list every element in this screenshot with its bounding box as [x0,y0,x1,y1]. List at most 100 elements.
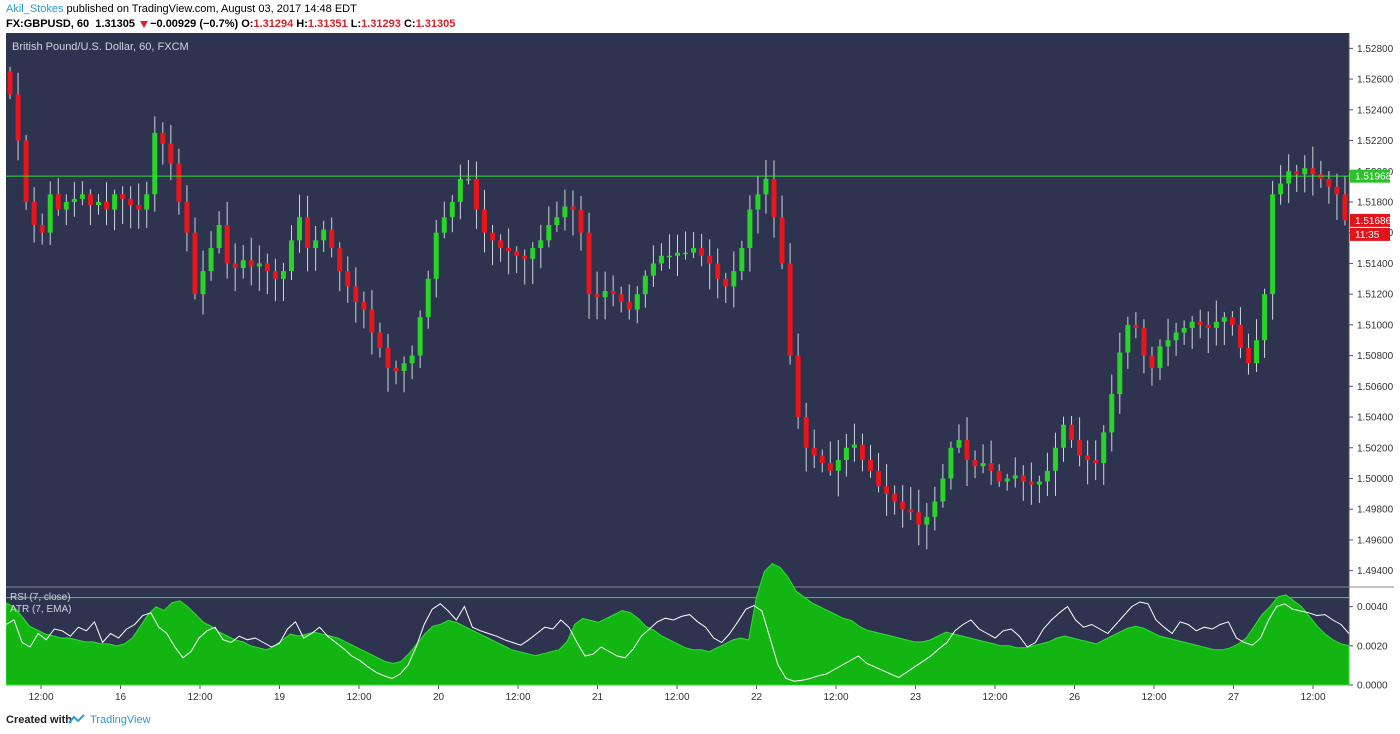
candle-body [136,205,142,210]
low-value: 1.31293 [361,18,401,30]
candle-body [144,194,150,210]
open-value: 1.31294 [253,18,294,30]
time-tick-label: 12:00 [664,692,689,703]
author-link[interactable]: Akil_Stokes [6,3,64,15]
candle-body [1342,194,1348,221]
candle-body [980,463,986,467]
candle-body [1069,424,1075,441]
candle-body [530,248,536,259]
price-tick-label: 1.52400 [1357,105,1394,116]
candle-body [329,229,335,249]
indicator-tick-label: 0.0020 [1357,641,1388,652]
candle-body [31,201,37,226]
candle-body [345,271,351,287]
time-tick-label: 12:00 [505,692,530,703]
candle-body [707,255,713,264]
candle-body [1085,455,1091,461]
price-tick-label: 1.49400 [1357,566,1394,577]
candle-body [739,248,745,272]
candle-body [490,232,496,241]
price-tick-label: 1.51400 [1357,259,1394,270]
candle-body [465,178,471,181]
candle-body [1278,183,1284,195]
candle-body [699,248,705,256]
candle-body [666,255,672,258]
candle-body [160,132,166,144]
candle-body [1149,355,1155,368]
candle-body [618,294,624,302]
low-label: L: [350,18,362,30]
time-tick-label: 19 [274,692,286,703]
price-tick-label: 1.50400 [1357,413,1394,424]
time-tick-label: 12:00 [823,692,848,703]
price-tag-label: 1.51968 [1355,172,1392,183]
price-tick-label: 1.52800 [1357,44,1394,55]
tradingview-brand[interactable]: TradingView [90,714,151,726]
candle-body [554,217,560,226]
candle-body [884,486,890,494]
candle-body [361,301,367,310]
close-value: 1.31305 [415,18,456,30]
candle-body [1205,324,1211,328]
candle-body [715,263,721,279]
price-tick-label: 1.52200 [1357,136,1394,147]
candle-body [578,209,584,233]
candle-body [192,232,198,295]
price-tick-label: 1.50000 [1357,474,1394,485]
candle-body [1109,393,1115,433]
chart-header: Akil_Stokes published on TradingView.com… [0,0,1400,33]
candle-body [441,217,447,233]
indicator-tick-label: 0.0000 [1357,681,1388,692]
price-tick-label: 1.51200 [1357,290,1394,301]
candle-body [184,201,190,233]
candle-body [1020,475,1026,482]
candle-body [425,278,431,318]
candle-body [1165,340,1171,347]
candle-body [1310,168,1316,175]
candle-body [1044,470,1050,482]
price-tick-label: 1.50800 [1357,351,1394,362]
candle-body [964,440,970,461]
candle-body [683,252,689,255]
chart-svg[interactable]: 1.528001.526001.524001.522001.520001.518… [5,33,1394,705]
candle-body [538,240,544,249]
candle-body [208,248,214,272]
candle-body [771,178,777,218]
candle-body [1141,327,1147,356]
candle-body [377,332,383,348]
time-tick-label: 12:00 [1141,692,1166,703]
candle-body [859,444,865,461]
chart-area[interactable]: 1.528001.526001.524001.522001.520001.518… [5,33,1394,705]
rsi-legend: RSI (7, close) [10,592,71,603]
time-tick-label: 27 [1228,692,1240,703]
candle-body [642,275,648,295]
candle-body [675,252,680,256]
price-tick-label: 1.52600 [1357,75,1394,86]
candle-body [908,509,914,513]
price-axis-background [1349,33,1394,705]
candle-body [900,501,906,510]
created-with-text: Created with [6,714,73,726]
time-tick-label: 22 [751,692,763,703]
price-tag-label: 11:35 [1355,230,1380,241]
candle-body [787,263,793,356]
candle-body [811,447,817,456]
candle-body [1061,424,1067,448]
candle-body [457,178,463,202]
candle-body [433,232,439,279]
candle-body [1302,168,1308,175]
candle-body [385,347,391,368]
published-text: published on TradingView.com, August 03,… [66,3,357,15]
high-value: 1.31351 [307,18,348,30]
candle-body [1262,294,1268,341]
candle-body [948,447,954,479]
candle-body [924,516,930,525]
candle-body [610,291,616,295]
candle-body [313,240,319,249]
candle-body [506,248,512,252]
price-tick-label: 1.51000 [1357,320,1394,331]
candle-body [1229,317,1235,325]
candle-body [297,217,303,241]
candle-body [272,271,278,279]
ohlc-legend: FX:GBPUSD, 60 1.31305 −0.00929 (−0.7%) O… [6,18,455,30]
